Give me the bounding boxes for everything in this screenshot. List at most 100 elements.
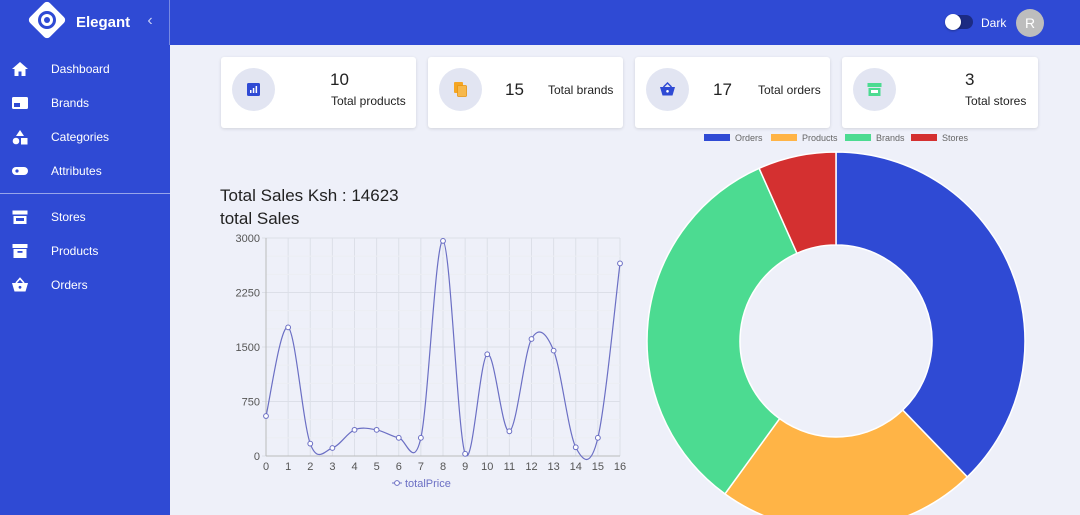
sidebar-item-label: Products: [51, 244, 99, 258]
legend-label: Brands: [876, 133, 905, 143]
donut-slice-products: [723, 408, 969, 515]
stat-icon-circle: [439, 68, 482, 111]
stat-value: 10: [330, 70, 349, 89]
sidebar-item-products[interactable]: Products: [0, 236, 170, 266]
sidebar-item-dashboard[interactable]: Dashboard: [0, 54, 170, 84]
basket-icon: [12, 277, 28, 292]
series-line-totalPrice: [265, 240, 621, 461]
sidebar-item-categories[interactable]: Categories: [0, 122, 170, 152]
stat-value: 3: [965, 70, 975, 89]
brand-card-icon: [12, 97, 28, 109]
data-point: [307, 440, 314, 447]
data-point: [617, 260, 623, 267]
summary-donut-chart: Orders Products Brands Stores: [646, 133, 1026, 515]
x-tick-label: 8: [440, 461, 446, 473]
legend-label: Products: [802, 133, 838, 143]
data-point: [528, 336, 535, 342]
sidebar-item-label: Brands: [51, 96, 90, 110]
x-tick-label: 7: [418, 461, 424, 473]
home-icon: [12, 62, 28, 76]
chevron-left-icon[interactable]: ‹: [147, 12, 153, 29]
stat-label: Total orders: [758, 83, 821, 97]
logo-dot: [44, 17, 50, 23]
avatar[interactable]: R: [1016, 9, 1044, 37]
x-tick-label: 0: [263, 461, 269, 473]
sidebar-item-stores[interactable]: Stores: [0, 202, 170, 232]
sidebar-item-orders[interactable]: Orders: [0, 270, 170, 300]
sidebar: Dashboard Brands Categories Attributes S…: [0, 45, 170, 515]
x-tick-label: 15: [592, 461, 604, 473]
stat-value: 17: [713, 80, 732, 99]
donut-slice-brands: [646, 167, 798, 495]
top-app-bar: Elegant ‹ Dark R: [0, 0, 1080, 45]
sidebar-item-label: Attributes: [51, 164, 102, 178]
data-point: [462, 450, 469, 457]
data-point: [440, 238, 446, 244]
toggle-knob: [945, 14, 961, 30]
x-tick-label: 11: [504, 461, 515, 473]
sales-line-chart: 0 1 2 3 4 5 6 7 8 9 10 11 12 13 14 15 160750150022503000…: [236, 233, 627, 490]
stat-card-brands: 15 Total brands: [428, 57, 623, 128]
stat-card-products: 10 Total products: [221, 57, 416, 128]
sidebar-item-label: Dashboard: [51, 62, 110, 76]
data-point: [417, 434, 424, 441]
stat-label: Total products: [331, 94, 406, 108]
archive-box-icon: [12, 244, 28, 258]
shapes-icon: [12, 130, 28, 145]
x-tick-label: 10: [481, 461, 493, 473]
stat-icon-circle: [646, 68, 689, 111]
sidebar-item-label: Categories: [51, 130, 110, 144]
y-tick-label: 750: [242, 397, 260, 409]
legend-swatch: [704, 134, 730, 141]
stat-card-stores: 3 Total stores: [842, 57, 1038, 128]
sidebar-item-label: Orders: [51, 278, 88, 292]
x-tick-label: 1: [285, 461, 291, 473]
data-point: [572, 444, 579, 451]
x-tick-label: 14: [570, 461, 582, 473]
dark-mode-toggle[interactable]: [945, 14, 973, 30]
chart-icon: [247, 83, 260, 96]
legend-label: Stores: [942, 133, 969, 143]
data-point: [285, 324, 292, 331]
legend-swatch: [771, 134, 797, 141]
stat-label: Total stores: [965, 94, 1027, 108]
data-point: [395, 434, 402, 441]
y-tick-label: 3000: [236, 233, 260, 245]
storefront-icon: [12, 210, 28, 224]
data-point: [351, 426, 358, 433]
x-tick-label: 5: [374, 461, 380, 473]
y-tick-label: 1500: [236, 342, 260, 354]
y-tick-label: 2250: [236, 288, 260, 300]
y-tick-label: 0: [254, 451, 260, 463]
total-sales-subheading: total Sales: [220, 209, 300, 228]
legend-label: totalPrice: [405, 478, 451, 490]
legend-swatch: [845, 134, 871, 141]
stat-card-orders: 17 Total orders: [635, 57, 830, 128]
stat-icon-circle: [232, 68, 275, 111]
donut-slice-stores: [758, 151, 837, 255]
sidebar-item-label: Stores: [51, 210, 86, 224]
x-tick-label: 3: [329, 461, 335, 473]
x-tick-label: 13: [548, 461, 560, 473]
data-point: [329, 445, 336, 451]
stat-icon-circle: [853, 68, 896, 111]
copy-icon: [454, 82, 467, 97]
total-sales-heading: Total Sales Ksh : 14623: [220, 186, 399, 205]
sidebar-item-attributes[interactable]: Attributes: [0, 156, 170, 186]
legend-swatch: [911, 134, 937, 141]
x-tick-label: 16: [614, 461, 626, 473]
x-tick-label: 4: [351, 461, 357, 473]
sidebar-item-brands[interactable]: Brands: [0, 88, 170, 118]
app-name: Elegant: [76, 14, 131, 31]
donut-slice-orders: [835, 151, 1026, 479]
stat-value: 15: [505, 80, 524, 99]
legend-marker: [394, 480, 400, 486]
storefront-icon: [867, 83, 882, 96]
x-tick-label: 2: [307, 461, 313, 473]
data-point: [594, 434, 601, 441]
tag-icon: [12, 167, 28, 175]
basket-icon: [660, 81, 675, 96]
sidebar-divider: [0, 193, 170, 194]
x-tick-label: 6: [396, 461, 402, 473]
data-point: [506, 428, 513, 435]
